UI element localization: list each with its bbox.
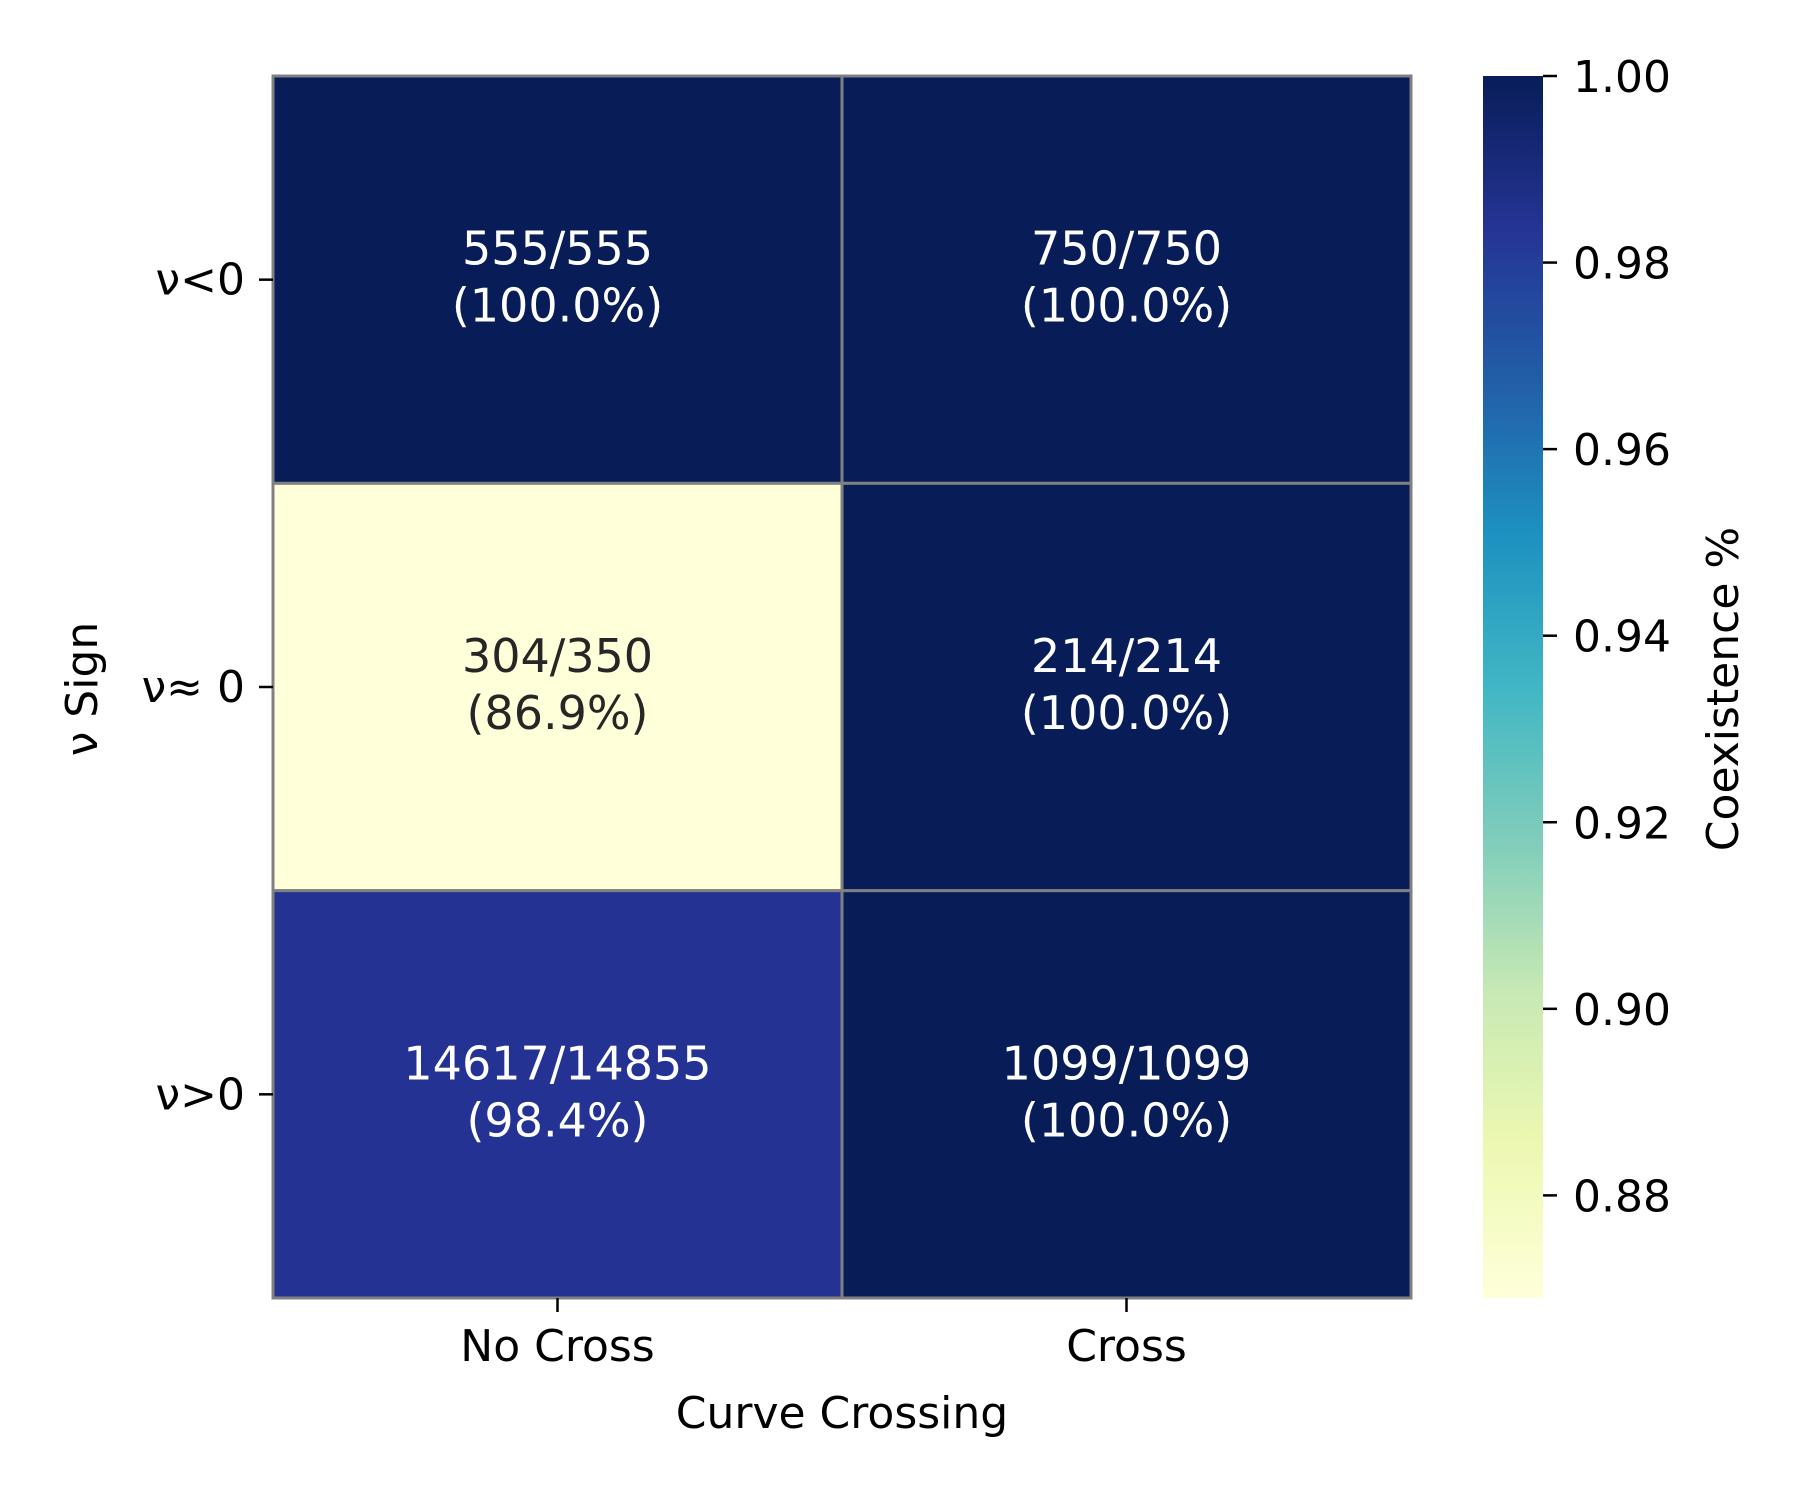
cell-count-label: 750/750 bbox=[1031, 222, 1222, 276]
colorbar-tick-label: 1.00 bbox=[1573, 52, 1671, 103]
x-tick-label: No Cross bbox=[460, 1321, 654, 1372]
colorbar-tick-label: 0.98 bbox=[1573, 239, 1671, 290]
colorbar-label: Coexistence % bbox=[1698, 527, 1749, 851]
x-axis-label: Curve Crossing bbox=[676, 1388, 1008, 1439]
y-tick-label: ν>0 bbox=[156, 1069, 245, 1120]
x-axis: No Cross Cross bbox=[460, 1298, 1187, 1372]
heatmap-cell bbox=[840, 889, 1413, 1300]
cell-count-label: 555/555 bbox=[462, 222, 653, 276]
colorbar-tick-label: 0.96 bbox=[1573, 425, 1671, 476]
cell-annotations: 555/555(100.0%)750/750(100.0%)304/350(86… bbox=[403, 222, 1251, 1148]
colorbar-tick-label: 0.92 bbox=[1573, 798, 1671, 849]
colorbar-gradient bbox=[1483, 76, 1543, 1298]
heatmap-cell bbox=[840, 481, 1413, 893]
cell-percent-label: (100.0%) bbox=[1021, 1093, 1232, 1147]
colorbar: 0.88 0.90 0.92 0.94 0.96 0.98 1.00 bbox=[1483, 52, 1671, 1298]
y-tick-label: ν≈ 0 bbox=[142, 662, 245, 713]
cell-percent-label: (86.9%) bbox=[466, 686, 648, 740]
heatmap-cell bbox=[271, 74, 844, 485]
cell-percent-label: (100.0%) bbox=[452, 279, 663, 333]
x-tick-label: Cross bbox=[1066, 1321, 1187, 1372]
y-tick-label: ν<0 bbox=[156, 255, 245, 306]
cell-percent-label: (100.0%) bbox=[1021, 279, 1232, 333]
cell-count-label: 14617/14855 bbox=[403, 1036, 711, 1090]
colorbar-tick-label: 0.94 bbox=[1573, 612, 1671, 663]
cell-percent-label: (98.4%) bbox=[466, 1093, 648, 1147]
cell-count-label: 1099/1099 bbox=[1002, 1036, 1252, 1090]
cell-count-label: 304/350 bbox=[462, 629, 653, 683]
colorbar-tick-label: 0.88 bbox=[1573, 1171, 1671, 1222]
colorbar-tick-label: 0.90 bbox=[1573, 985, 1671, 1036]
y-axis: ν<0 ν≈ 0 ν>0 bbox=[142, 255, 273, 1120]
heatmap-cell bbox=[840, 74, 1413, 485]
heatmap-cells bbox=[271, 74, 1413, 1300]
heatmap-cell bbox=[271, 481, 844, 893]
cell-percent-label: (100.0%) bbox=[1021, 686, 1232, 740]
cell-count-label: 214/214 bbox=[1031, 629, 1222, 683]
y-axis-label: ν Sign bbox=[57, 622, 108, 757]
